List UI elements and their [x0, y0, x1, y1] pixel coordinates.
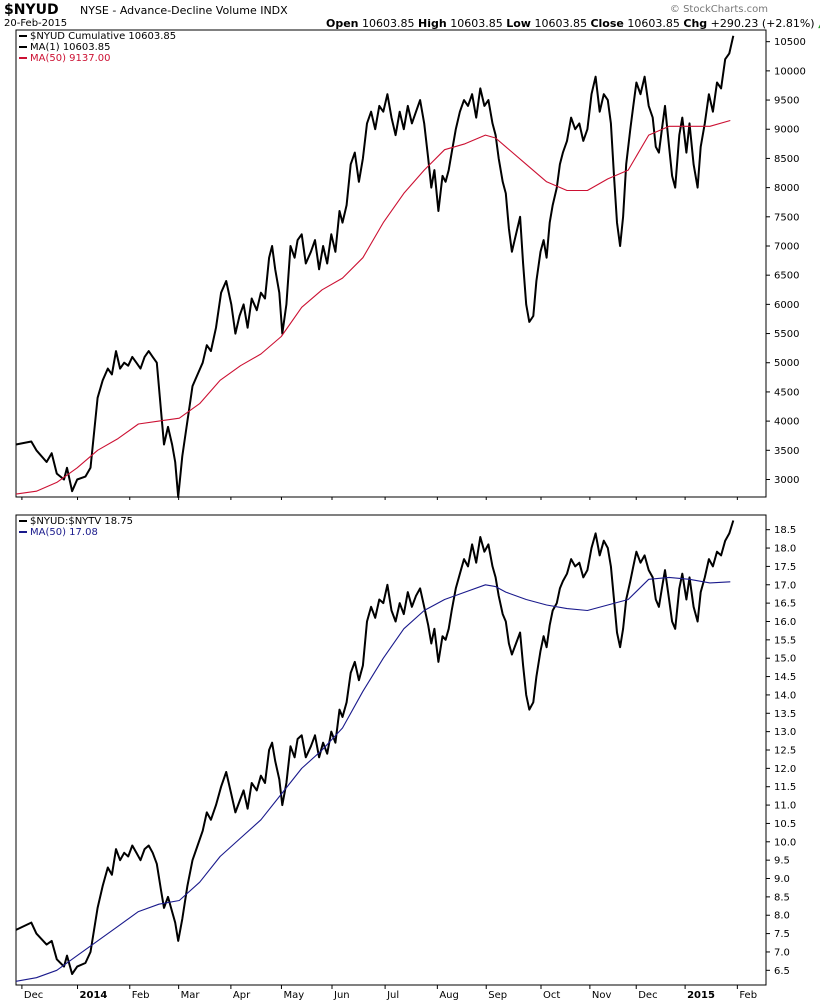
y-tick-label: 17.5: [774, 562, 796, 573]
y-tick-label: 8500: [774, 154, 799, 165]
price-series-line: [15, 35, 735, 498]
x-tick-label: 2015: [687, 990, 715, 1000]
legend-entry: MA(50) 9137.00: [30, 53, 111, 64]
close-label: Close: [590, 17, 624, 30]
y-tick-label: 10.0: [774, 837, 796, 848]
y-tick-label: 7500: [774, 212, 799, 223]
y-tick-label: 9.0: [774, 874, 790, 885]
x-tick-label: Mar: [181, 990, 201, 1000]
y-tick-label: 13.5: [774, 709, 796, 720]
brand-watermark: © StockCharts.com: [669, 4, 768, 15]
y-tick-label: 10.5: [774, 819, 796, 830]
y-tick-label: 8.0: [774, 911, 790, 922]
y-tick-label: 7.0: [774, 947, 790, 958]
y-tick-label: 11.5: [774, 782, 796, 793]
x-tick-label: 2014: [80, 990, 108, 1000]
y-tick-label: 7.5: [774, 929, 790, 940]
y-tick-label: 18.0: [774, 544, 796, 555]
y-tick-label: 15.5: [774, 635, 796, 646]
legend-entry: MA(50) 17.08: [30, 527, 98, 538]
y-tick-label: 12.5: [774, 746, 796, 757]
x-tick-label: Dec: [24, 990, 43, 1000]
x-tick-label: Feb: [132, 990, 150, 1000]
legend-entry: $NYUD:$NYTV 18.75: [30, 516, 133, 527]
x-tick-label: Jul: [386, 990, 399, 1000]
plot-frame: [15, 29, 767, 498]
price-series-line: [15, 520, 735, 975]
y-tick-label: 5500: [774, 329, 799, 340]
y-tick-label: 10000: [774, 66, 806, 77]
x-tick-label: May: [283, 990, 304, 1000]
chart-header: $NYUD NYSE - Advance-Decline Volume INDX…: [0, 0, 820, 30]
low-label: Low: [506, 17, 531, 30]
legend-entry: $NYUD Cumulative 10603.85: [30, 31, 176, 42]
y-tick-label: 15.0: [774, 654, 796, 665]
open-label: Open: [326, 17, 359, 30]
y-tick-label: 3500: [774, 446, 799, 457]
ma50-series-line: [15, 576, 731, 982]
y-tick-label: 9500: [774, 96, 799, 107]
y-tick-label: 9000: [774, 125, 799, 136]
y-tick-label: 16.5: [774, 599, 796, 610]
quote-summary: Open 10603.85 High 10603.85 Low 10603.85…: [326, 17, 820, 30]
symbol-title: $NYUD: [4, 2, 59, 18]
y-tick-label: 14.5: [774, 672, 796, 683]
open-value: 10603.85: [362, 17, 415, 30]
y-tick-label: 7000: [774, 241, 799, 252]
y-tick-label: 8000: [774, 183, 799, 194]
x-tick-label: Apr: [233, 990, 251, 1000]
y-tick-label: 6000: [774, 300, 799, 311]
high-label: High: [418, 17, 447, 30]
x-tick-label: Jun: [333, 990, 350, 1000]
chart-date: 20-Feb-2015: [4, 18, 68, 29]
y-tick-label: 3000: [774, 475, 799, 486]
x-tick-label: Aug: [439, 990, 459, 1000]
x-tick-label: Sep: [488, 990, 507, 1000]
y-tick-label: 4000: [774, 417, 799, 428]
up-arrow-icon: ▲: [818, 20, 820, 30]
y-tick-label: 8.5: [774, 892, 790, 903]
x-tick-label: Nov: [592, 990, 612, 1000]
chg-value: +290.23 (+2.81%): [710, 17, 815, 30]
y-tick-label: 11.0: [774, 801, 796, 812]
y-tick-label: 17.0: [774, 580, 796, 591]
y-tick-label: 10500: [774, 37, 806, 48]
x-tick-label: Oct: [543, 990, 560, 1000]
legend-entry: MA(1) 10603.85: [30, 42, 111, 53]
y-tick-label: 6.5: [774, 966, 790, 977]
y-tick-label: 5000: [774, 358, 799, 369]
y-tick-label: 4500: [774, 387, 799, 398]
high-value: 10603.85: [450, 17, 503, 30]
y-tick-label: 9.5: [774, 856, 790, 867]
x-tick-label: Dec: [638, 990, 657, 1000]
ad-volume-ratio-panel: 6.5 7.0 7.5 8.0 8.5 9.0 9.5 10.0 10.5 11.0 11.5 12.…: [15, 514, 796, 1000]
y-tick-label: 13.0: [774, 727, 796, 738]
low-value: 10603.85: [534, 17, 587, 30]
y-tick-label: 12.0: [774, 764, 796, 775]
y-tick-label: 6500: [774, 271, 799, 282]
y-tick-label: 16.0: [774, 617, 796, 628]
cumulative-ad-volume-panel: 3000 3500 4000 4500 5000 5500 6000 6500 7000 7500…: [15, 29, 806, 500]
y-tick-label: 14.0: [774, 690, 796, 701]
y-tick-label: 18.5: [774, 525, 796, 536]
ma50-series-line: [15, 119, 731, 495]
x-tick-label: Feb: [739, 990, 757, 1000]
chg-label: Chg: [683, 17, 708, 30]
symbol-description: NYSE - Advance-Decline Volume INDX: [80, 4, 288, 17]
close-value: 10603.85: [627, 17, 680, 30]
